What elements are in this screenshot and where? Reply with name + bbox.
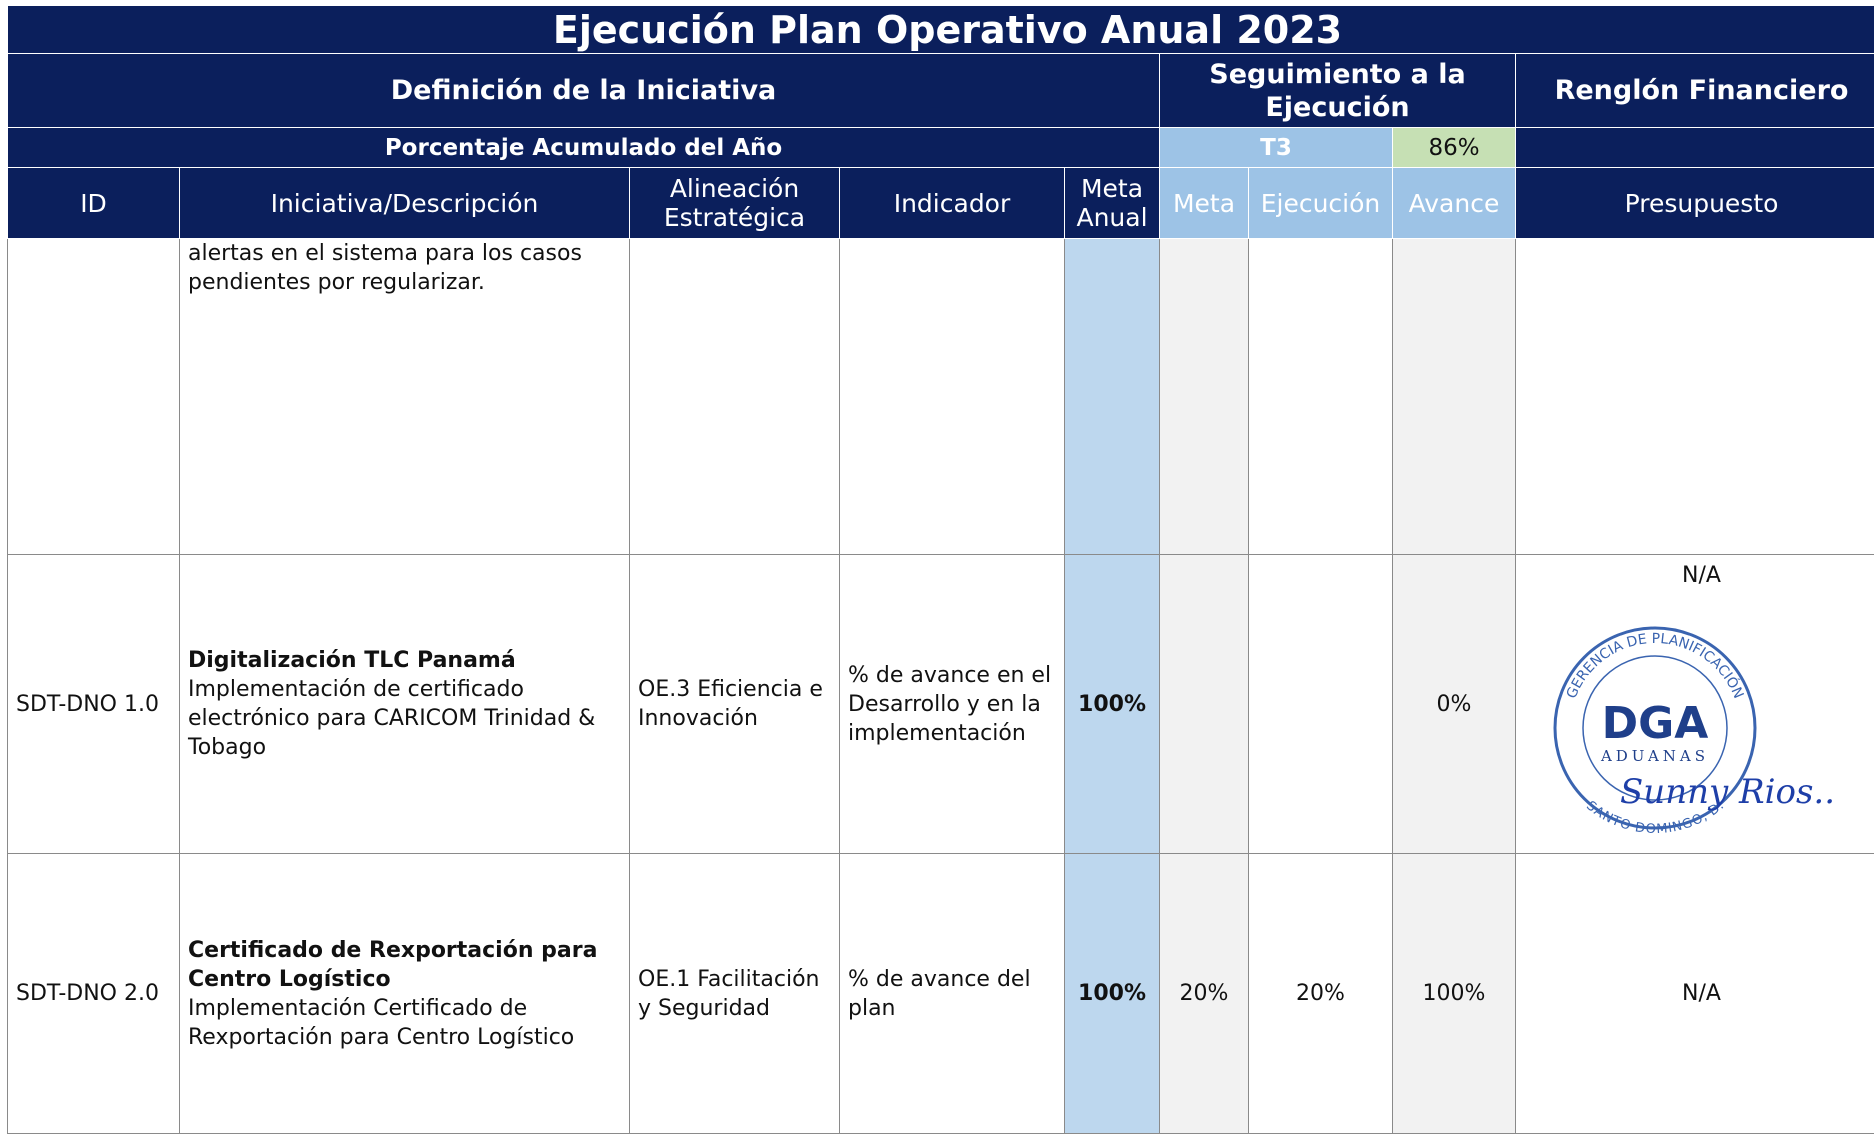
blank <box>1516 128 1874 168</box>
cell <box>1249 555 1393 854</box>
cell: OE.1 Facilitación y Seguridad <box>630 854 840 1134</box>
cell <box>1160 239 1249 555</box>
column-header: Alineación Estratégica <box>630 168 840 239</box>
initiative-description: Implementación de certificado electrónic… <box>188 675 621 762</box>
initiative-description: Implementación Certificado de Rexportaci… <box>188 994 621 1052</box>
cell: % de avance del plan <box>840 854 1065 1134</box>
cell: OE.3 Eficiencia e Innovación <box>630 555 840 854</box>
column-header: Iniciativa/Descripción <box>180 168 630 239</box>
group-header: Seguimiento a la Ejecución <box>1160 54 1516 128</box>
signature: Sunny Rios.. <box>1620 772 1835 812</box>
cell: alertas en el sistema para los casos pen… <box>180 239 630 555</box>
column-header: Meta <box>1160 168 1249 239</box>
accumulated-label: Porcentaje Acumulado del Año <box>8 128 1160 168</box>
column-header: Indicador <box>840 168 1065 239</box>
cell: 20% <box>1249 854 1393 1134</box>
period: T3 <box>1160 128 1393 168</box>
cell <box>8 239 180 555</box>
initiative-title: Certificado de Rexportación para Centro … <box>188 936 621 994</box>
cell: SDT-DNO 2.0 <box>8 854 180 1134</box>
cell <box>1516 239 1874 555</box>
cell: 100% <box>1393 854 1516 1134</box>
column-header: Ejecución <box>1249 168 1393 239</box>
title: Ejecución Plan Operativo Anual 2023 <box>8 6 1874 54</box>
column-header: Meta Anual <box>1065 168 1160 239</box>
cell: 100% <box>1065 854 1160 1134</box>
cell <box>630 239 840 555</box>
cell <box>1160 555 1249 854</box>
stamp-ring-top: GERENCIA DE PLANIFICACIÓN <box>1564 631 1746 701</box>
cell: 20% <box>1160 854 1249 1134</box>
stamp-name: ADUANAS <box>1600 747 1709 765</box>
cell: N/A <box>1516 854 1874 1134</box>
column-header: Avance <box>1393 168 1516 239</box>
cell: 100% <box>1065 555 1160 854</box>
group-header: Definición de la Iniciativa <box>8 54 1160 128</box>
cell: 0% <box>1393 555 1516 854</box>
stamp-logo: DGA <box>1602 698 1709 749</box>
cell: SDT-DNO 1.0 <box>8 555 180 854</box>
cell <box>1249 239 1393 555</box>
table-row: alertas en el sistema para los casos pen… <box>8 239 1874 555</box>
column-header: ID <box>8 168 180 239</box>
cell <box>1393 239 1516 555</box>
cell: Certificado de Rexportación para Centro … <box>180 854 630 1134</box>
initiative-description: alertas en el sistema para los casos pen… <box>188 239 621 297</box>
accumulated-value: 86% <box>1393 128 1516 168</box>
cell <box>840 239 1065 555</box>
initiative-title: Digitalización TLC Panamá <box>188 646 621 675</box>
cell <box>1065 239 1160 555</box>
poa-table: Ejecución Plan Operativo Anual 2023 Defi… <box>7 5 1874 1134</box>
cell: % de avance en el Desarrollo y en la imp… <box>840 555 1065 854</box>
group-header: Renglón Financiero <box>1516 54 1874 128</box>
column-header: Presupuesto <box>1516 168 1874 239</box>
stamp-ring-top: GERENCIA DE PLANIFICACIÓN <box>1564 631 1746 701</box>
